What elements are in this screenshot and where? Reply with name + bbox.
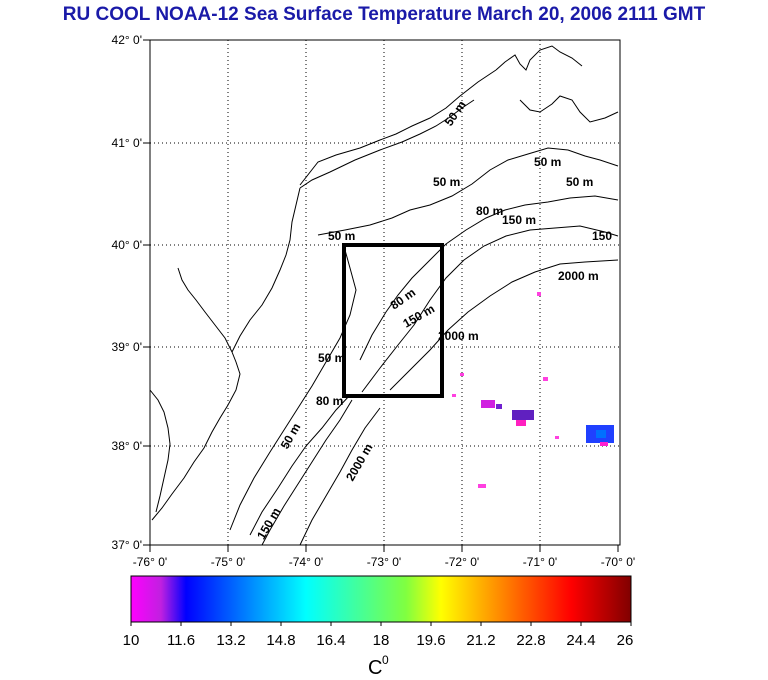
colorbar: 10 11.6 13.2 14.8 16.4 18 19.6 21.2 22.8… (123, 575, 634, 679)
colorbar-tick: 14.8 (266, 632, 295, 649)
colorbar-unit: C (368, 657, 382, 679)
colorbar-tick: 10 (123, 632, 140, 649)
contour-label: 50 m (318, 351, 345, 365)
colorbar-tick: 11.6 (167, 632, 195, 649)
contour-label: 2000 m (558, 269, 599, 283)
longitude-labels: -76° 0' -75° 0' -74° 0' -73° 0' -72° 0' … (133, 555, 635, 569)
colorbar-unit-superscript: 0 (382, 653, 389, 667)
lon-label: -70° 0' (601, 555, 635, 569)
contour-label: 50 m (433, 175, 460, 189)
lat-label: 39° 0' (112, 340, 142, 354)
colorbar-gradient (130, 575, 632, 623)
colorbar-tick: 21.2 (466, 632, 495, 649)
lon-label: -73° 0' (367, 555, 401, 569)
lon-label: -74° 0' (289, 555, 323, 569)
map-title: RU COOL NOAA-12 Sea Surface Temperature … (62, 4, 706, 25)
contour-label: 150 m (502, 213, 536, 227)
latitude-labels: 42° 0' 41° 0' 40° 0' 39° 0' 38° 0' 37° 0… (112, 33, 142, 552)
contour-label: 80 m (476, 204, 503, 218)
colorbar-tick: 16.4 (316, 632, 345, 649)
isobaths (229, 147, 619, 546)
contour-label: 50 m (328, 229, 355, 243)
study-region-box (342, 243, 444, 398)
lon-label: -76° 0' (133, 555, 167, 569)
contour-label: 80 m (316, 394, 343, 408)
coastline (149, 45, 619, 521)
contour-label: 2000 m (438, 329, 479, 343)
contour-label: 50 m (534, 155, 561, 169)
colorbar-tick: 19.6 (416, 632, 445, 649)
contour-label: 50 m (566, 175, 593, 189)
colorbar-tick: 24.4 (566, 632, 595, 649)
lat-label: 42° 0' (112, 33, 142, 47)
colorbar-tick: 18 (373, 632, 390, 649)
lon-label: -71° 0' (523, 555, 557, 569)
lat-label: 37° 0' (112, 538, 142, 552)
lon-label: -72° 0' (445, 555, 479, 569)
colorbar-tick: 22.8 (516, 632, 545, 649)
lat-label: 41° 0' (112, 136, 142, 150)
lat-label: 40° 0' (112, 238, 142, 252)
lon-label: -75° 0' (211, 555, 245, 569)
lat-label: 38° 0' (112, 439, 142, 453)
frame-ticks (143, 39, 619, 552)
contour-label: 150 (592, 229, 612, 243)
sst-patches (452, 292, 614, 488)
map-plot-area (149, 39, 621, 546)
colorbar-tick: 13.2 (216, 632, 245, 649)
colorbar-tick: 26 (617, 632, 634, 649)
